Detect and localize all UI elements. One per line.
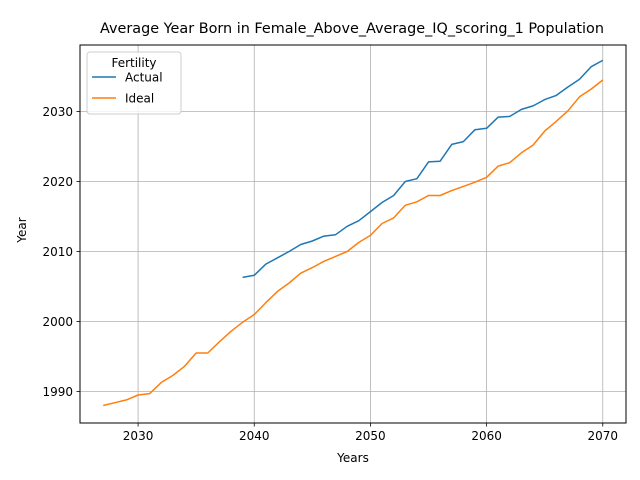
plot-area-frame xyxy=(79,44,627,424)
y-tick-label: 1990 xyxy=(42,385,73,399)
x-tick-label: 2070 xyxy=(587,429,618,443)
y-tick-label: 2020 xyxy=(42,175,73,189)
series-line-ideal xyxy=(103,79,604,407)
y-tick-label: 2000 xyxy=(42,315,73,329)
y-tick-label: 2030 xyxy=(42,105,73,119)
x-tick-label: 2060 xyxy=(471,429,502,443)
series-line-actual xyxy=(242,59,604,279)
axis-ticks: 2030 2040 2050 2060 2070 1990 2000 2010 2020 2030 xyxy=(42,105,618,443)
legend-title: Fertility xyxy=(111,56,156,70)
x-tick-label: 2050 xyxy=(355,429,386,443)
legend-entry-ideal: Ideal xyxy=(125,91,154,105)
y-axis-label: Year xyxy=(15,217,29,243)
chart-title: Average Year Born in Female_Above_Averag… xyxy=(100,21,604,37)
series-lines xyxy=(103,59,604,407)
legend-entry-actual: Actual xyxy=(125,70,163,84)
y-tick-label: 2010 xyxy=(42,245,73,259)
x-axis-label: Years xyxy=(336,451,369,465)
grid-lines xyxy=(80,45,626,423)
x-tick-label: 2040 xyxy=(239,429,270,443)
x-tick-label: 2030 xyxy=(123,429,154,443)
